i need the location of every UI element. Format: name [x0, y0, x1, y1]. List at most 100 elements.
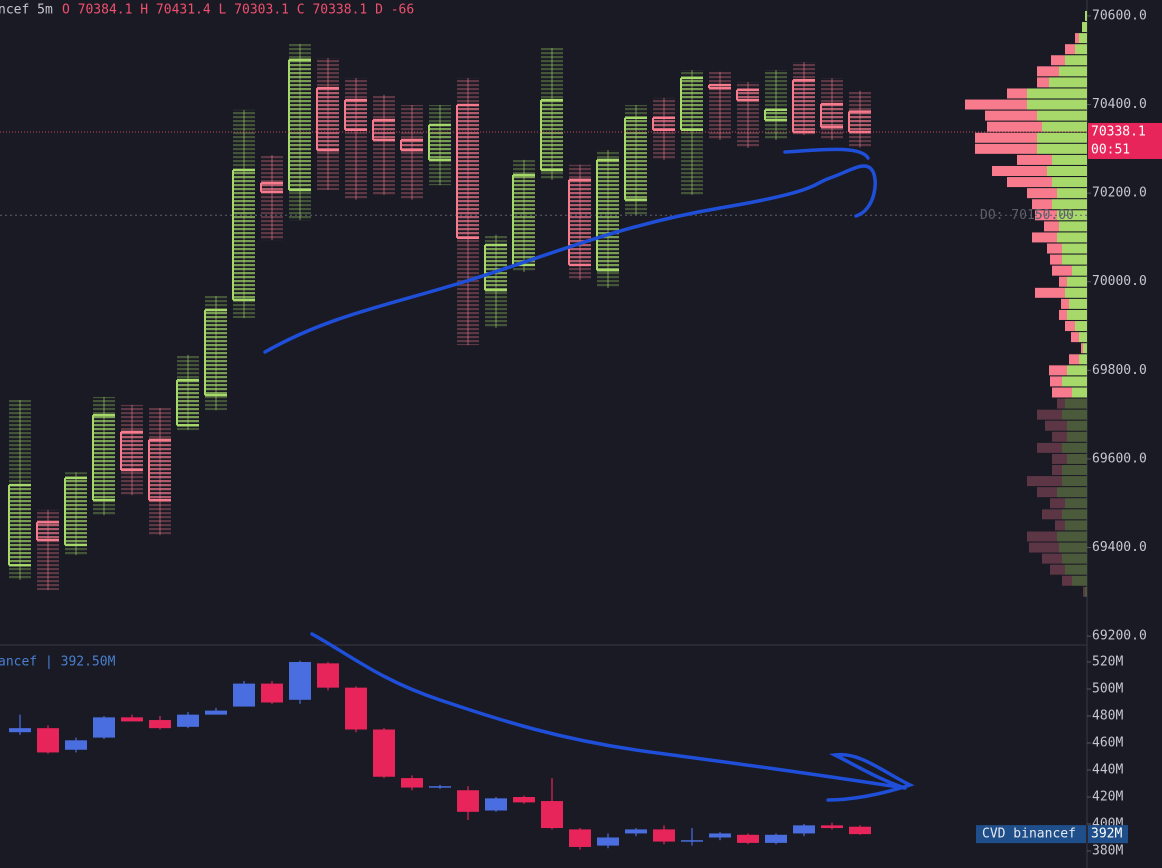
profile-sell [1027, 188, 1057, 199]
profile-buy [1059, 66, 1087, 77]
candle-body [793, 80, 815, 133]
profile-buy [1085, 586, 1087, 597]
candle-body [457, 104, 479, 238]
profile-sell [1007, 177, 1052, 188]
candle-body [653, 117, 675, 130]
profile-sell [1037, 66, 1059, 77]
candle-body [9, 485, 31, 566]
price-tag-bg [1088, 122, 1162, 159]
profile-buy [1062, 442, 1087, 453]
candle-close-line [681, 76, 703, 80]
candle-close-line [821, 125, 843, 129]
candle-body [457, 790, 479, 812]
candle-body [485, 244, 507, 291]
candle-body [849, 111, 871, 132]
candle-body [541, 100, 563, 171]
candle-open-line [849, 110, 871, 113]
profile-buy [1042, 121, 1087, 132]
candle-open-line [485, 288, 507, 292]
candle-body [625, 829, 647, 834]
profile-sell [1035, 287, 1065, 298]
profile-sell [1069, 354, 1079, 365]
profile-buy [1072, 265, 1087, 276]
candle-open-line [765, 118, 787, 122]
candle-open-line [597, 269, 619, 272]
y-tick-label: 69800.0 [1092, 363, 1147, 378]
profile-buy [1052, 177, 1087, 188]
candle-body [821, 825, 843, 829]
candle-body [429, 786, 451, 788]
drawn-arrow [263, 164, 877, 354]
candle-body [233, 170, 255, 300]
candle-close-line [849, 130, 871, 134]
y-tick-label: 70600.0 [1092, 8, 1147, 23]
profile-buy [1052, 154, 1087, 165]
profile-buy [1085, 10, 1087, 21]
candle-body [261, 182, 283, 192]
profile-sell [1052, 465, 1062, 476]
candle-open-line [261, 181, 283, 185]
cvd-tag-value: 392M [1091, 827, 1122, 842]
candle-open-line [177, 424, 199, 427]
profile-buy [1062, 476, 1087, 487]
y-tick-label: 69600.0 [1092, 451, 1147, 466]
candle-body [93, 717, 115, 738]
profile-sell [1050, 498, 1065, 509]
candle-body [597, 837, 619, 846]
profile-sell [1051, 55, 1065, 66]
candle-body [289, 59, 311, 191]
candle-open-line [345, 98, 367, 102]
y-tick-label: 500M [1092, 682, 1123, 697]
candle-close-line [289, 58, 311, 62]
candle-close-line [401, 148, 423, 152]
profile-sell [965, 99, 1027, 110]
candle-body [793, 825, 815, 834]
candle-body [737, 834, 759, 843]
profile-sell [1062, 575, 1072, 586]
price-tag: 70338.1 [1091, 124, 1146, 139]
cvd-value-bg [1088, 825, 1128, 844]
candle-body [709, 85, 731, 89]
candle-body [149, 439, 171, 501]
profile-buy [1075, 321, 1087, 332]
profile-buy [1057, 188, 1087, 199]
profile-buy [1049, 77, 1087, 88]
candle-open-line [513, 263, 535, 267]
profile-sell [975, 132, 1037, 143]
profile-sell [1061, 298, 1069, 309]
profile-sell [1071, 332, 1079, 343]
countdown: 00:51 [1091, 142, 1130, 157]
y-tick-label: 69400.0 [1092, 540, 1147, 555]
profile-buy [1037, 110, 1087, 121]
candle-body [569, 829, 591, 847]
profile-buy [1069, 298, 1087, 309]
candle-body [317, 663, 339, 688]
candle-range [373, 94, 395, 195]
candle-body [37, 728, 59, 753]
candle-open-line [401, 138, 423, 142]
profile-sell [1042, 509, 1062, 520]
profile-sell [1027, 531, 1057, 542]
candle-open-line [429, 158, 451, 162]
candle-open-line [233, 298, 255, 302]
candle-body [709, 833, 731, 838]
profile-sell [1049, 365, 1067, 376]
y-tick-label: 440M [1092, 762, 1123, 777]
candle-open-line [121, 430, 143, 434]
candle-close-line [121, 468, 143, 472]
profile-sell [1065, 44, 1075, 55]
cvd-tag-name: CVD binancef [982, 827, 1076, 842]
candle-open-line [793, 78, 815, 82]
candle-body [849, 826, 871, 835]
candle-open-line [737, 88, 759, 92]
profile-sell [1052, 453, 1067, 464]
candle-close-line [37, 538, 59, 542]
candle-close-line [233, 168, 255, 172]
profile-buy [1067, 453, 1087, 464]
profile-buy [1067, 365, 1087, 376]
drawn-arrow [310, 632, 915, 802]
candle-open-line [541, 168, 563, 172]
profile-sell [1052, 387, 1072, 398]
candle-close-line [653, 128, 675, 131]
profile-buy [1067, 276, 1087, 287]
